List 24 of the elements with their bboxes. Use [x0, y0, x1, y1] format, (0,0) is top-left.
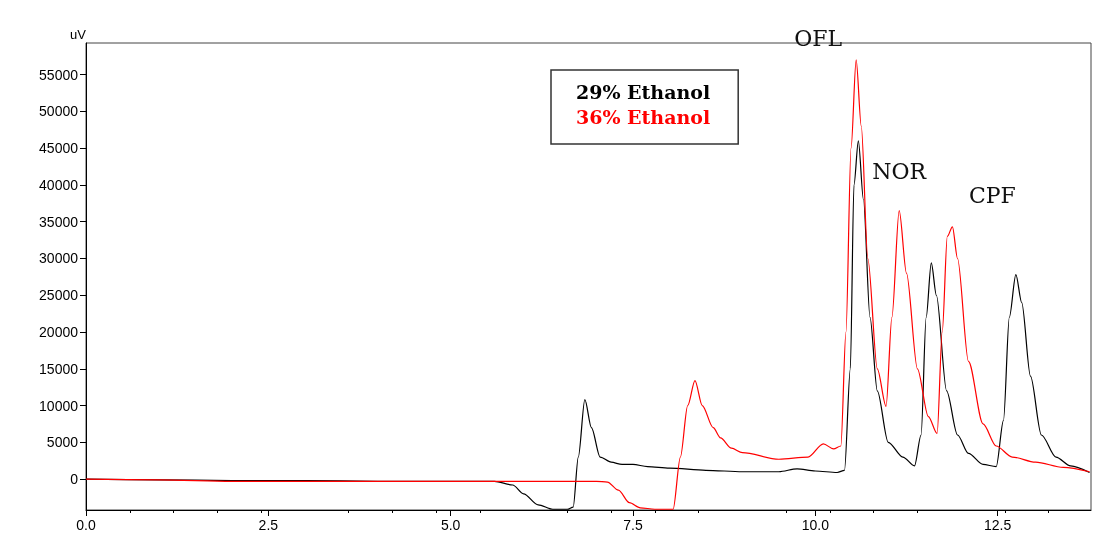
y-tick-label: 30000 [39, 250, 79, 267]
y-tick-label: 25000 [39, 287, 79, 304]
y-tick-label: 5000 [46, 434, 79, 451]
y-tick-label: 35000 [39, 213, 79, 230]
y-tick-label: 15000 [39, 360, 79, 377]
annotation: CPF [968, 183, 1016, 209]
x-tick-label: 12.5 [984, 517, 1012, 533]
x-tick-label: 0.0 [76, 517, 96, 533]
y-tick-label: 10000 [39, 397, 79, 414]
x-tick-label: 5.0 [440, 517, 461, 533]
y-tick-label: 45000 [39, 140, 79, 157]
text: 29% Ethanol [576, 80, 711, 103]
annotation: NOR [872, 159, 928, 185]
x-tick-label: 2.5 [258, 517, 279, 533]
y-axis-title: uV [70, 27, 87, 42]
x-tick-label: 10.0 [801, 517, 830, 533]
y-tick-label: 40000 [39, 176, 79, 193]
y-tick-label: 55000 [39, 66, 79, 83]
y-tick-label: 0 [70, 471, 79, 488]
text: 36% Ethanol [576, 105, 711, 128]
annotation: OFL [794, 26, 843, 52]
y-tick-label: 50000 [39, 103, 79, 120]
y-tick-label: 20000 [39, 324, 79, 341]
x-tick-label: 7.5 [623, 517, 643, 533]
